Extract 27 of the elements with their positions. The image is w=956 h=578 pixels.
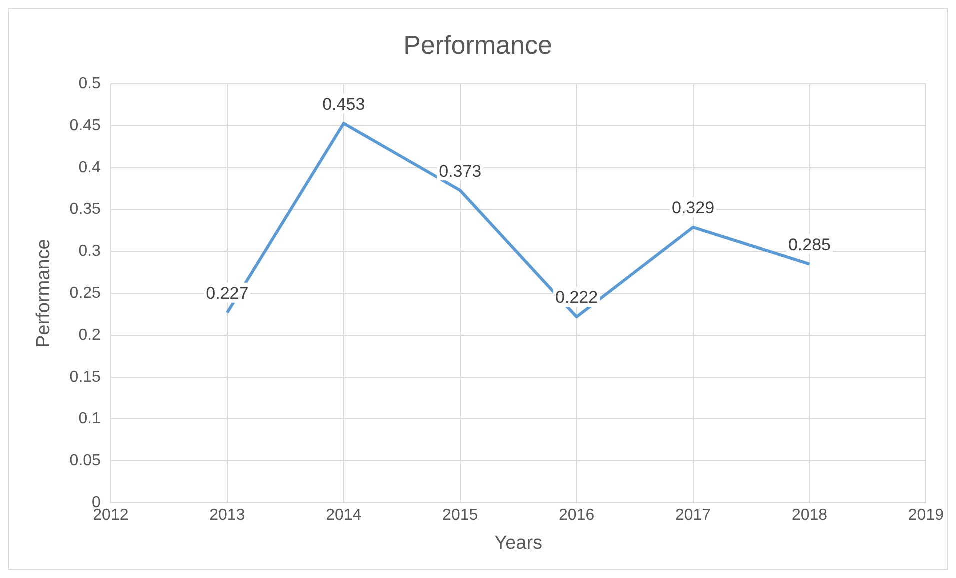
data-label: 0.329 bbox=[672, 198, 715, 218]
data-label: 0.222 bbox=[556, 288, 598, 308]
data-label: 0.285 bbox=[788, 235, 832, 254]
x-tick-label: 2016 bbox=[559, 507, 595, 524]
y-tick-label: 0.45 bbox=[70, 117, 102, 134]
y-axis-title: Performance bbox=[34, 239, 55, 348]
y-tick-label: 0.3 bbox=[78, 243, 102, 260]
y-tick-label: 0.5 bbox=[78, 76, 102, 93]
y-tick-label: 0.35 bbox=[70, 201, 102, 218]
y-tick-label: 0.2 bbox=[78, 326, 102, 344]
y-tick-label: 0.15 bbox=[70, 368, 102, 386]
x-tick-label: 2013 bbox=[210, 507, 246, 524]
y-tick-label: 0.1 bbox=[78, 410, 102, 428]
y-tick-label: 0.05 bbox=[70, 452, 102, 470]
x-tick-label: 2014 bbox=[326, 507, 362, 524]
x-tick-label: 2012 bbox=[93, 507, 129, 524]
y-tick-label: 0.4 bbox=[78, 159, 102, 176]
data-label: 0.227 bbox=[206, 284, 249, 304]
data-label: 0.453 bbox=[322, 94, 366, 114]
x-axis-title: Years bbox=[494, 532, 543, 554]
x-tick-label: 2017 bbox=[675, 507, 712, 524]
x-tick-label: 2015 bbox=[442, 507, 478, 524]
x-tick-label: 2018 bbox=[792, 507, 828, 524]
x-tick-label: 2019 bbox=[908, 507, 944, 524]
data-label: 0.373 bbox=[439, 162, 482, 181]
y-tick-label: 0.25 bbox=[70, 285, 102, 302]
chart-title: Performance bbox=[404, 30, 552, 60]
